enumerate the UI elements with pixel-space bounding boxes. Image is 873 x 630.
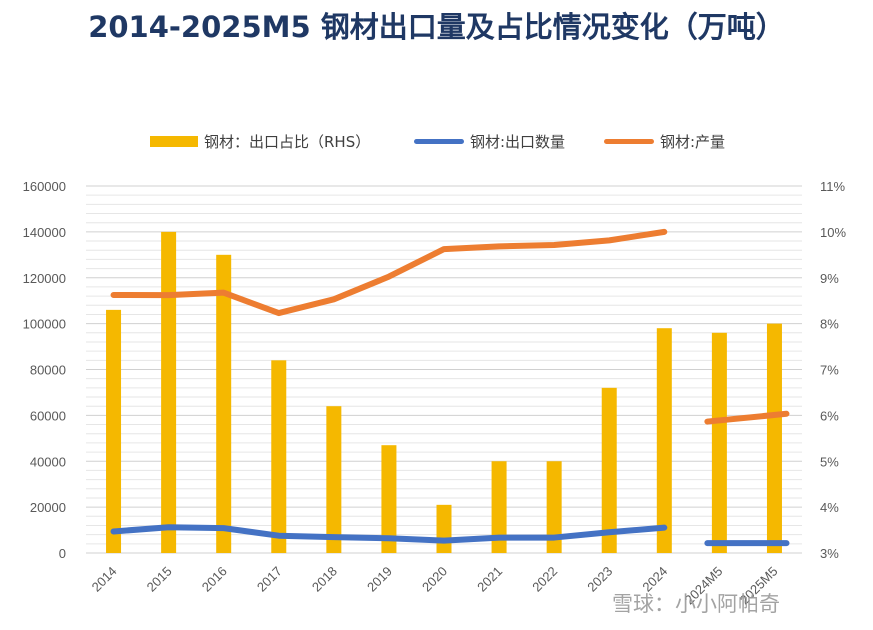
right-axis-tick: 8% [820,317,839,332]
bar-series [106,231,782,553]
x-axis-tick-2014: 2014 [89,564,120,595]
line-production-ytd [704,410,790,425]
x-axis-tick-2023: 2023 [584,564,615,595]
bar-swatch-icon [150,135,198,147]
right-axis-tick: 3% [820,546,839,561]
legend: 钢材：出口占比（RHS） 钢材:出口数量 钢材:产量 [0,130,873,152]
left-axis-tick: 60000 [30,408,66,423]
line-swatch-icon [604,138,654,144]
x-axis-tick-2019: 2019 [364,564,395,595]
left-axis-tick: 40000 [30,454,66,469]
x-axis-tick-2021: 2021 [474,564,505,595]
right-axis-tick: 7% [820,363,839,378]
x-axis-tick-2018: 2018 [309,564,340,595]
line-production [110,228,668,317]
bar-export-share-2024 [656,328,672,553]
line-series [110,228,790,547]
right-axis: 3% 4% 5% 6% 7% 8% 9% 10% 11% [820,179,846,561]
right-axis-tick: 11% [820,179,845,194]
right-axis-tick: 9% [820,271,839,286]
bar-export-share-2017 [271,360,287,553]
left-axis-tick: 0 [59,546,66,561]
x-axis-tick-2015: 2015 [144,564,175,595]
right-axis-tick: 6% [820,408,839,423]
right-axis-tick: 10% [820,225,846,240]
legend-label-export-share: 钢材：出口占比（RHS） [204,132,371,151]
bar-export-share-2024M5 [711,332,727,553]
x-axis-tick-2016: 2016 [199,564,230,595]
legend-label-production: 钢材:产量 [660,132,726,151]
left-axis-tick: 100000 [23,317,66,332]
left-axis-tick: 20000 [30,500,66,515]
bar-export-share-2020 [436,504,452,553]
x-axis-tick-2017: 2017 [254,564,285,595]
bar-export-share-2023 [601,387,617,553]
right-axis-tick: 5% [820,454,839,469]
bar-export-share-2025M5 [766,323,782,553]
chart-title: 2014-2025M5 钢材出口量及占比情况变化（万吨） [88,10,785,44]
x-axis-tick-2022: 2022 [529,564,560,595]
bar-export-share-2021 [491,461,507,553]
legend-item-production[interactable]: 钢材:产量 [604,130,725,152]
watermark-text: 雪球：小小阿帕奇 [612,592,780,616]
bar-export-share-2019 [381,445,397,553]
line-swatch-icon [414,138,464,144]
left-axis-tick: 140000 [23,225,66,240]
left-axis-tick: 80000 [30,363,66,378]
x-axis-tick-2020: 2020 [419,564,450,595]
legend-label-export-volume: 钢材:出口数量 [470,132,566,151]
bar-export-share-2018 [326,406,342,553]
bar-export-share-2016 [216,254,232,553]
left-axis: 0 20000 40000 60000 80000 100000 120000 140000 1… [23,179,66,561]
bar-export-share-2015 [161,231,177,553]
left-axis-tick: 160000 [23,179,66,194]
legend-item-export-volume[interactable]: 钢材:出口数量 [414,130,565,152]
gridlines [86,185,802,554]
right-axis-tick: 4% [820,500,839,515]
legend-item-export-share[interactable]: 钢材：出口占比（RHS） [150,130,370,152]
bar-export-share-2014 [106,309,122,553]
left-axis-tick: 120000 [23,271,66,286]
bar-export-share-2022 [546,461,562,553]
